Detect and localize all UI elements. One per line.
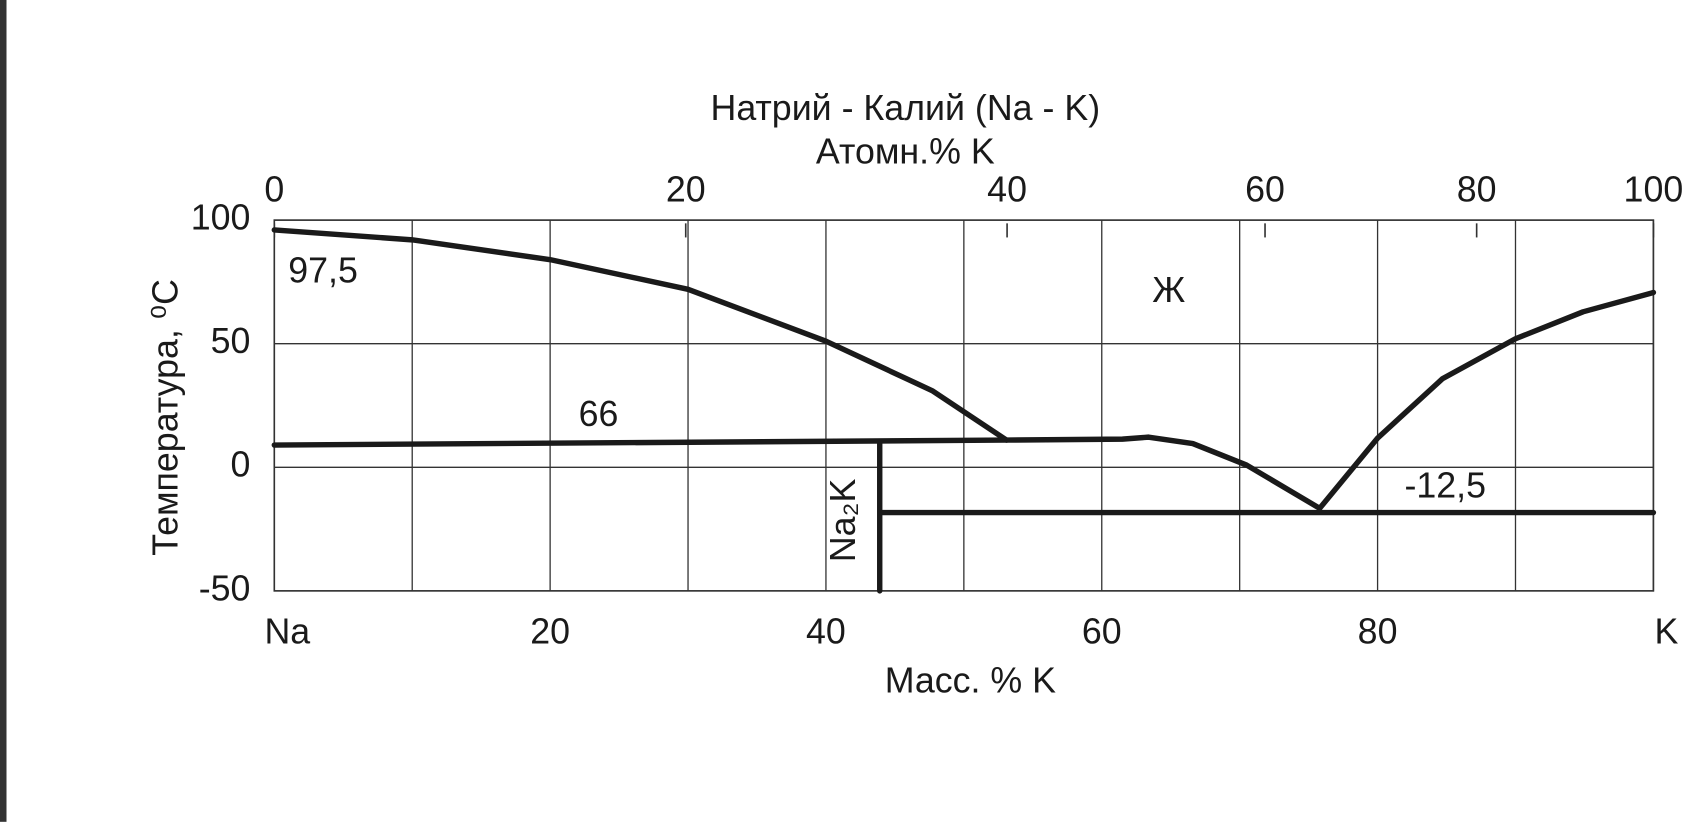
annotation: 66 [579, 394, 619, 434]
x-axis-label: Масс. % K [885, 660, 1056, 700]
chart-title: Натрий - Калий (Na - K) [710, 88, 1100, 128]
annotation: Na₂K [823, 479, 863, 563]
x2-tick-label: 80 [1457, 169, 1497, 209]
x-tick-label: 60 [1082, 612, 1122, 652]
x2-tick-label: 100 [1624, 169, 1684, 209]
x2-tick-label: 60 [1245, 169, 1285, 209]
y-tick-label: 0 [231, 445, 251, 485]
phase-line [1316, 289, 1657, 512]
annotation: Ж [1152, 270, 1185, 310]
x2-tick-label: 20 [666, 169, 706, 209]
phase-line [271, 434, 1323, 512]
annotation: -12,5 [1404, 465, 1486, 505]
y-tick-label: 50 [211, 321, 251, 361]
x2-tick-label: 0 [264, 169, 284, 209]
phase-line [271, 227, 1010, 443]
x2-tick-label: 40 [987, 169, 1027, 209]
x2-axis-label: Атомн.% K [816, 131, 995, 171]
x-tick-label: 20 [530, 612, 570, 652]
scan-edge [0, 0, 7, 822]
x-tick-label: 40 [806, 612, 846, 652]
x-tick-label: K [1654, 612, 1678, 652]
x-tick-label: Na [264, 612, 310, 652]
y-tick-label: -50 [199, 568, 251, 608]
y-axis-label: Температура, ⁰C [146, 279, 186, 556]
x-tick-label: 80 [1358, 612, 1398, 652]
annotation: 97,5 [288, 251, 358, 291]
y-tick-label: 100 [191, 198, 251, 238]
